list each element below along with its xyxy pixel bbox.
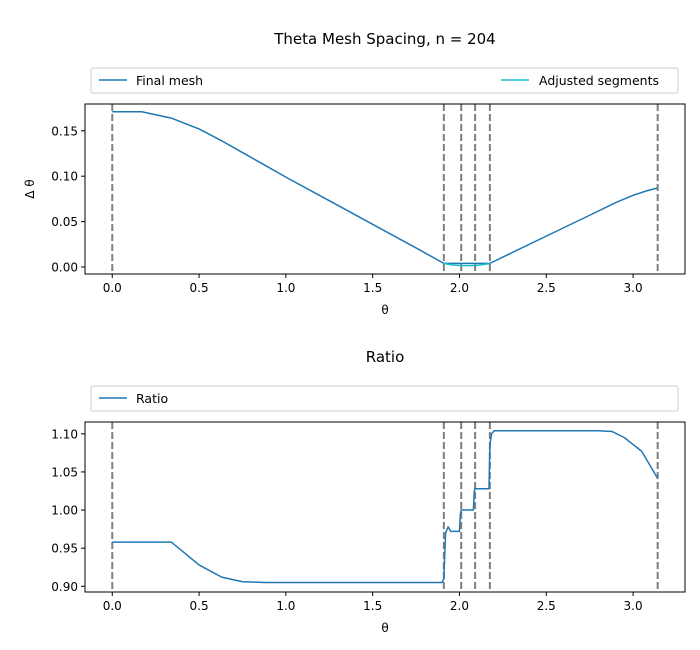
y-tick-label: 0.00 (51, 261, 78, 275)
spacing-vlines (111, 104, 659, 274)
y-tick-label: 1.05 (51, 465, 78, 479)
spacing-chart-title: Theta Mesh Spacing, n = 204 (273, 30, 495, 48)
ratio-series (112, 430, 659, 584)
y-tick-label: 0.15 (51, 124, 78, 138)
x-tick-label: 2.5 (537, 281, 556, 295)
x-tick-label: 2.0 (450, 599, 469, 613)
spacing-chart: Theta Mesh Spacing, n = 204 Final mesh A… (23, 30, 686, 317)
y-tick-label: 0.10 (51, 170, 78, 184)
x-tick-label: 2.5 (537, 599, 556, 613)
ratio-x-ticks: 0.0 0.5 1.0 1.5 2.0 2.5 3.0 (103, 592, 643, 613)
series-line-adjusted-segments (443, 262, 491, 267)
ratio-y-ticks: 0.90 0.95 1.00 1.05 1.10 (51, 427, 85, 594)
spacing-x-axis-label: θ (381, 303, 388, 317)
x-tick-label: 3.0 (624, 599, 643, 613)
x-tick-label: 3.0 (624, 281, 643, 295)
spacing-y-ticks: 0.00 0.05 0.10 0.15 (51, 124, 85, 275)
ratio-legend-frame (90, 385, 679, 412)
x-tick-label: 0.0 (103, 281, 122, 295)
ratio-plot-frame (84, 421, 686, 593)
x-tick-label: 1.5 (363, 281, 382, 295)
ratio-chart-title: Ratio (366, 348, 405, 366)
x-tick-label: 0.5 (190, 599, 209, 613)
y-tick-label: 0.95 (51, 542, 78, 556)
series-line-ratio (112, 430, 659, 584)
x-tick-label: 0.5 (190, 281, 209, 295)
spacing-series (112, 110, 658, 267)
y-tick-label: 0.90 (51, 580, 78, 594)
ratio-vlines (111, 422, 659, 592)
legend-label-adjusted-segments: Adjusted segments (539, 73, 659, 88)
series-line-final-mesh (112, 110, 658, 265)
y-tick-label: 1.10 (51, 427, 78, 441)
spacing-legend-frame (90, 67, 679, 94)
x-tick-label: 1.5 (363, 599, 382, 613)
x-tick-label: 2.0 (450, 281, 469, 295)
spacing-plot-frame (84, 103, 686, 275)
ratio-legend: Ratio (90, 385, 679, 412)
x-tick-label: 1.0 (276, 599, 295, 613)
legend-label-final-mesh: Final mesh (136, 73, 203, 88)
spacing-legend: Final mesh Adjusted segments (90, 67, 679, 94)
y-tick-label: 0.05 (51, 215, 78, 229)
ratio-x-axis-label: θ (381, 621, 388, 635)
y-tick-label: 1.00 (51, 504, 78, 518)
spacing-x-ticks: 0.0 0.5 1.0 1.5 2.0 2.5 3.0 (103, 274, 643, 295)
ratio-chart: Ratio Ratio 0.0 0.5 1.0 1.5 2.0 2.5 3.0 0.900.… (51, 348, 686, 635)
x-tick-label: 0.0 (103, 599, 122, 613)
spacing-y-axis-label: Δ θ (23, 179, 37, 198)
x-tick-label: 1.0 (276, 281, 295, 295)
legend-label-ratio: Ratio (136, 391, 168, 406)
